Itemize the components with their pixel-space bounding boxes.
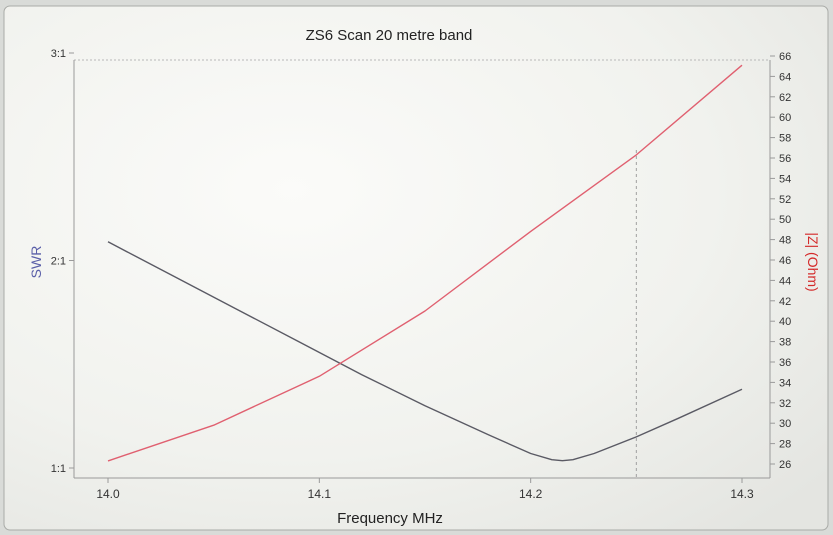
y-right-tick-label: 38 (779, 337, 791, 349)
y-right-tick-label: 36 (779, 357, 791, 369)
x-axis-label: Frequency MHz (337, 510, 443, 527)
y-right-tick-label: 46 (779, 255, 791, 267)
chart-title: ZS6 Scan 20 metre band (306, 27, 473, 44)
x-tick-label: 14.3 (730, 487, 754, 501)
y-right-axis-label: |Z| (Ohm) (805, 232, 821, 291)
y-right-tick-label: 62 (779, 92, 791, 104)
y-left-tick-label: 2:1 (51, 256, 66, 268)
y-right-tick-label: 28 (779, 439, 791, 451)
y-left-axis-label: SWR (28, 246, 44, 279)
y-right-tick-label: 56 (779, 153, 791, 165)
y-right-tick-label: 42 (779, 296, 791, 308)
y-right-tick-label: 64 (779, 71, 791, 83)
x-tick-label: 14.2 (519, 487, 543, 501)
x-tick-label: 14.1 (308, 487, 332, 501)
y-right-tick-label: 58 (779, 133, 791, 145)
x-axis-ticks: 14.0 14.1 14.2 14.3 (96, 478, 754, 501)
x-tick-label: 14.0 (96, 487, 120, 501)
y-right-tick-label: 26 (779, 459, 791, 471)
y-left-tick-label: 3:1 (51, 48, 66, 60)
y-right-tick-label: 32 (779, 398, 791, 410)
y-right-tick-label: 30 (779, 418, 791, 430)
y-right-axis-ticks: 26 28 30 32 34 36 38 40 42 44 46 48 50 52 54 56 58 60 62 64… (770, 51, 791, 471)
y-right-tick-label: 44 (779, 275, 791, 287)
y-left-tick-label: 1:1 (51, 463, 66, 475)
y-right-tick-label: 52 (779, 194, 791, 206)
y-right-tick-label: 60 (779, 112, 791, 124)
y-right-tick-label: 40 (779, 316, 791, 328)
series-lines (107, 64, 743, 462)
y-right-tick-label: 34 (779, 377, 791, 389)
y-right-tick-label: 48 (779, 235, 791, 247)
chart-panel (3, 5, 829, 531)
y-left-axis-ticks: 1:1 2:1 3:1 (51, 48, 74, 475)
y-right-tick-label: 66 (779, 51, 791, 63)
impedance-series-line (107, 64, 743, 462)
swr-series-line (107, 241, 743, 462)
y-right-tick-label: 54 (779, 173, 791, 185)
y-right-tick-label: 50 (779, 214, 791, 226)
